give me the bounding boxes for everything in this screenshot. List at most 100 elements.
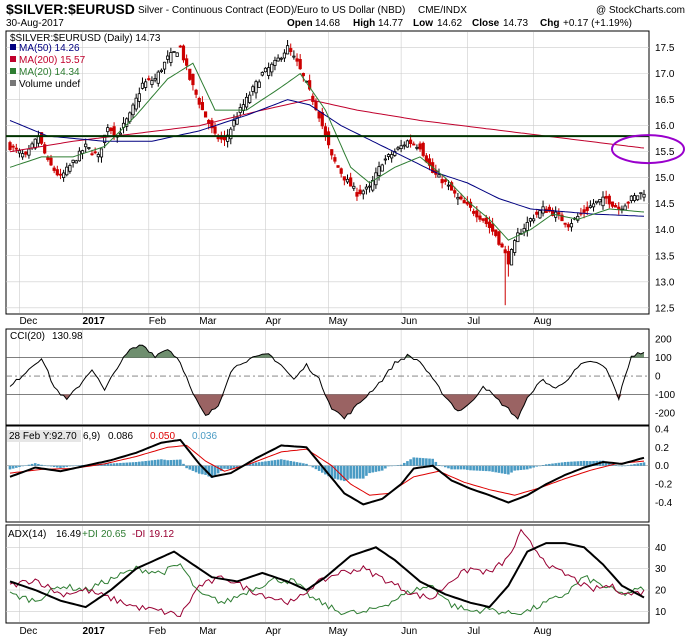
macd-histogram-bar <box>503 465 507 474</box>
price-candle-body <box>582 209 586 213</box>
macd-histogram-bar <box>462 465 466 470</box>
adx-y-tick: 20 <box>655 586 667 597</box>
bottom-x-month-label: May <box>329 626 348 637</box>
macd-histogram-bar <box>52 465 56 467</box>
macd-histogram-bar <box>134 462 138 466</box>
macd-histogram-bar <box>201 465 204 475</box>
macd-histogram-bar <box>18 465 21 468</box>
macd-histogram-bar <box>387 465 390 467</box>
macd-histogram-bar <box>425 458 428 466</box>
macd-histogram-bar <box>630 464 633 466</box>
macd-histogram-bar <box>469 465 472 471</box>
macd-histogram-bar <box>434 461 438 466</box>
chart-description: Silver - Continuous Contract (EOD)/Euro … <box>138 5 405 16</box>
macd-histogram-bar <box>361 465 365 479</box>
price-candle-body <box>216 136 220 140</box>
macd-histogram-bar <box>273 460 277 466</box>
price-candle-body <box>39 132 44 144</box>
macd-histogram-bar <box>585 460 589 466</box>
macd-histogram-bar <box>608 462 611 466</box>
macd-y-tick: 0.2 <box>655 443 669 454</box>
macd-histogram-bar <box>59 465 62 469</box>
price-candle-body <box>285 45 290 55</box>
price-candle-body <box>377 166 381 176</box>
macd-histogram-bar <box>153 459 157 466</box>
price-candle-body <box>333 157 337 162</box>
price-candle-body <box>279 57 283 60</box>
macd-histogram-bar <box>119 462 122 466</box>
price-candle-body <box>525 222 529 231</box>
highlight-ellipse <box>611 134 685 165</box>
price-candle-body <box>36 136 40 144</box>
macd-histogram-bar <box>466 465 469 470</box>
macd-signal-value: 0.050 <box>150 431 175 442</box>
price-candle-body <box>150 80 154 85</box>
price-candle-body <box>490 223 495 232</box>
bottom-x-month-label: Mar <box>199 626 217 637</box>
price-candle-body <box>585 206 589 211</box>
macd-histogram-bar <box>579 461 583 466</box>
macd-histogram-bar <box>428 458 431 466</box>
macd-histogram-bar <box>229 465 233 470</box>
macd-histogram-bar <box>557 462 561 466</box>
macd-histogram-bar <box>617 465 621 467</box>
macd-histogram-bar <box>484 465 488 472</box>
price-candle-body <box>210 120 214 129</box>
legend-volume: Volume undef <box>19 79 80 90</box>
price-candle-body <box>159 69 164 72</box>
legend-ma200: MA(200) 15.57 <box>19 55 86 66</box>
price-candle-body <box>484 217 488 225</box>
macd-tooltip: 28 Feb Y:92.70 <box>9 431 77 442</box>
macd-histogram-bar <box>507 465 510 475</box>
macd-histogram-bar <box>197 465 201 474</box>
adx-panel-frame <box>5 524 650 624</box>
macd-histogram-bar <box>450 465 453 470</box>
macd-histogram-bar <box>459 465 463 470</box>
macd-histogram-bar <box>330 465 334 478</box>
price-y-tick: 17.0 <box>655 69 675 80</box>
macd-histogram-bar <box>279 459 283 466</box>
bottom-x-month-label: Jun <box>401 626 417 637</box>
macd-histogram-bar <box>305 463 308 466</box>
macd-y-tick: -0.2 <box>655 480 673 491</box>
macd-histogram-bar <box>220 465 223 472</box>
price-candle-body <box>503 249 507 254</box>
price-candle-body <box>569 223 574 228</box>
price-candle-body <box>270 63 274 73</box>
macd-histogram-bar <box>566 461 570 466</box>
legend-ma200-swatch <box>10 56 16 62</box>
macd-histogram-bar <box>27 464 31 466</box>
macd-histogram-bar <box>415 457 419 466</box>
price-candle-body <box>254 81 258 94</box>
macd-histogram-bar <box>510 465 513 473</box>
macd-histogram-bar <box>185 465 188 469</box>
price-candle-body <box>336 165 340 168</box>
macd-histogram-bar <box>223 465 226 469</box>
close-value: 14.73 <box>503 18 528 29</box>
low-label: Low <box>413 18 433 29</box>
price-candle-body <box>478 215 482 220</box>
price-candle-body <box>588 205 592 208</box>
price-candle-body <box>317 111 321 119</box>
adx-layer <box>9 528 645 618</box>
macd-histogram-bar <box>516 465 520 471</box>
macd-histogram-bar <box>620 465 624 467</box>
price-candle-body <box>24 151 28 155</box>
price-y-tick: 16.5 <box>655 95 675 106</box>
bottom-x-month-label: Aug <box>534 626 552 637</box>
price-candle-body <box>421 142 425 156</box>
price-candle-body <box>96 154 100 158</box>
price-candle-body <box>358 189 362 194</box>
adx-y-tick: 40 <box>655 543 667 554</box>
macd-histogram-bar <box>472 465 475 471</box>
price-candle-body <box>399 145 403 149</box>
macd-histogram-bar <box>456 465 460 470</box>
price-candle-body <box>194 89 198 95</box>
price-y-tick: 14.0 <box>655 225 675 236</box>
macd-histogram-bar <box>447 465 450 469</box>
macd-histogram-bar <box>314 465 318 470</box>
macd-histogram-bar <box>160 459 163 466</box>
price-candle-body <box>166 55 170 60</box>
price-candle-body <box>87 147 91 149</box>
price-x-month-label: Feb <box>149 316 167 327</box>
